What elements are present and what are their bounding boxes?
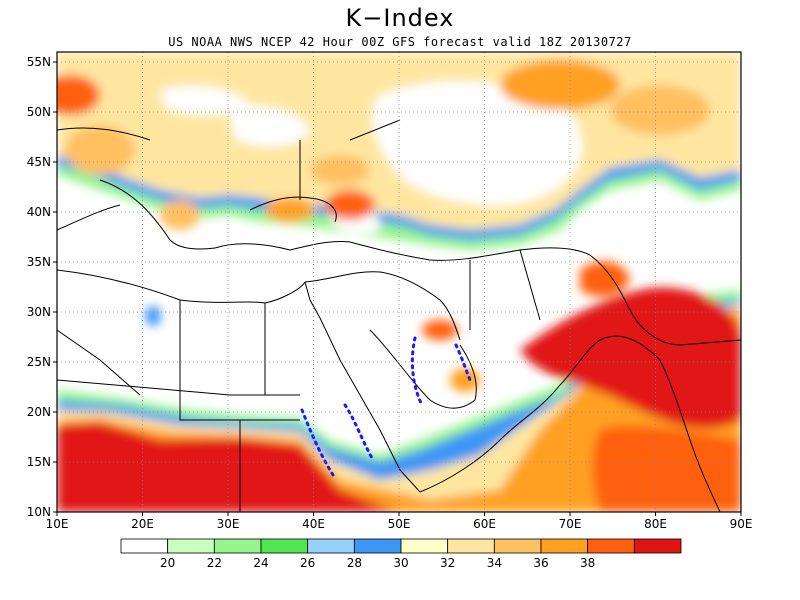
colorbar-swatch: [213, 538, 262, 554]
x-tick-label: 90E: [730, 517, 753, 531]
x-tick-label: 50E: [388, 517, 411, 531]
colorbar-swatch: [493, 538, 542, 554]
colorbar-label: 32: [440, 556, 455, 570]
colorbar-label: 28: [347, 556, 362, 570]
y-tick-label: 40N: [27, 205, 51, 219]
x-tick-label: 10E: [46, 517, 69, 531]
y-axis-ticks: 10N 15N 20N 25N 30N 35N 40N 45N 50N 55N: [27, 55, 57, 519]
colorbar-swatch: [400, 538, 449, 554]
colorbar-swatch: [260, 538, 309, 554]
x-tick-label: 80E: [644, 517, 667, 531]
y-tick-label: 50N: [27, 105, 51, 119]
colorbar: 20 22 24 26 28 30 32 34 36 38: [120, 538, 682, 570]
colorbar-swatch: [447, 538, 495, 554]
y-tick-label: 10N: [27, 505, 51, 519]
colorbar-label: 30: [393, 556, 408, 570]
x-tick-label: 60E: [473, 517, 496, 531]
x-tick-label: 20E: [131, 517, 154, 531]
colorbar-label: 22: [207, 556, 222, 570]
x-tick-label: 30E: [217, 517, 240, 531]
colorbar-label: 36: [533, 556, 548, 570]
colorbar-swatch: [120, 538, 169, 554]
x-tick-label: 40E: [302, 517, 325, 531]
gridlines: [57, 52, 741, 512]
y-tick-label: 25N: [27, 355, 51, 369]
colorbar-swatch: [633, 538, 682, 554]
x-axis-ticks: 10E 20E 30E 40E 50E 60E 70E 80E 90E: [46, 512, 753, 531]
y-tick-label: 15N: [27, 455, 51, 469]
y-tick-label: 30N: [27, 305, 51, 319]
colorbar-swatch: [167, 538, 215, 554]
colorbar-label: 38: [580, 556, 595, 570]
y-tick-label: 55N: [27, 55, 51, 69]
chart-title: K−Index: [345, 4, 455, 32]
colorbar-label: 26: [300, 556, 315, 570]
y-tick-label: 45N: [27, 155, 51, 169]
colorbar-label: 20: [160, 556, 175, 570]
chart-subtitle: US NOAA NWS NCEP 42 Hour 00Z GFS forecas…: [168, 35, 632, 49]
colorbar-swatch: [353, 538, 402, 554]
y-tick-label: 35N: [27, 255, 51, 269]
colorbar-swatch: [307, 538, 355, 554]
colorbar-swatch: [587, 538, 635, 554]
coastlines: [57, 119, 741, 512]
colorbar-swatch: [540, 538, 589, 554]
x-tick-label: 70E: [559, 517, 582, 531]
colorbar-label: 34: [487, 556, 502, 570]
y-tick-label: 20N: [27, 405, 51, 419]
trough-lines: [300, 336, 472, 480]
colorbar-label: 24: [253, 556, 268, 570]
